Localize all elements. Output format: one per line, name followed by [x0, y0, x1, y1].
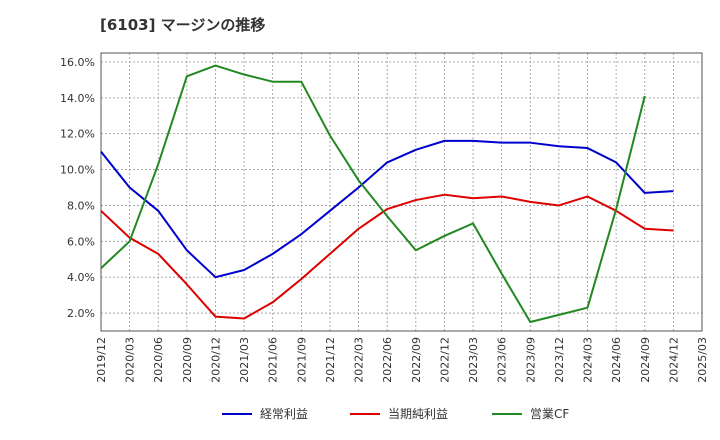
x-tick-label: 2024/12: [667, 337, 680, 383]
x-tick-label: 2022/06: [381, 337, 394, 383]
series-layer: [100, 64, 674, 324]
y-tick-label: 14.0%: [60, 92, 95, 105]
x-tick-label: 2023/03: [467, 337, 480, 383]
x-tick-label: 2022/03: [353, 337, 366, 383]
x-tick-label: 2021/06: [267, 337, 280, 383]
legend-layer: 経常利益 当期純利益 営業CF: [222, 407, 569, 421]
series-line-2: [100, 193, 674, 320]
x-tick-label: 2020/06: [152, 337, 165, 383]
y-tick-label: 8.0%: [67, 199, 95, 212]
x-tick-label: 2023/06: [496, 337, 509, 383]
y-tick-label: 2.0%: [67, 307, 95, 320]
x-tick-label: 2024/06: [610, 337, 623, 383]
x-tick-label: 2019/12: [95, 337, 108, 383]
x-tick-label: 2021/03: [238, 337, 251, 383]
legend-label-1: 経常利益: [260, 407, 308, 421]
legend-label-2: 当期純利益: [388, 407, 448, 421]
x-tick-label: 2024/03: [582, 337, 595, 383]
y-tick-label: 16.0%: [60, 56, 95, 69]
x-tick-label: 2020/03: [124, 337, 137, 383]
x-tick-label: 2025/03: [696, 337, 709, 383]
legend-label-3: 営業CF: [530, 407, 569, 421]
x-tick-label: 2023/12: [553, 337, 566, 383]
x-tick-label: 2020/12: [209, 337, 222, 383]
x-tick-label: 2023/09: [524, 337, 537, 383]
chart-title: [6103] マージンの推移: [100, 16, 266, 34]
x-tick-label: 2022/12: [438, 337, 451, 383]
y-tick-label: 4.0%: [67, 271, 95, 284]
axis-layer: 2.0% 4.0% 6.0% 8.0% 10.0% 12.0% 14.0% 16.0% 2019…: [60, 52, 709, 383]
y-tick-label: 6.0%: [67, 235, 95, 248]
plot-frame: [100, 52, 703, 332]
series-line-1: [100, 139, 674, 279]
y-tick-label: 12.0%: [60, 128, 95, 141]
y-tick-label: 10.0%: [60, 164, 95, 177]
x-tick-label: 2021/12: [324, 337, 337, 383]
x-tick-label: 2020/09: [181, 337, 194, 383]
x-tick-label: 2021/09: [295, 337, 308, 383]
series-line-3: [100, 64, 646, 324]
x-tick-label: 2024/09: [639, 337, 652, 383]
x-tick-label: 2022/09: [410, 337, 423, 383]
